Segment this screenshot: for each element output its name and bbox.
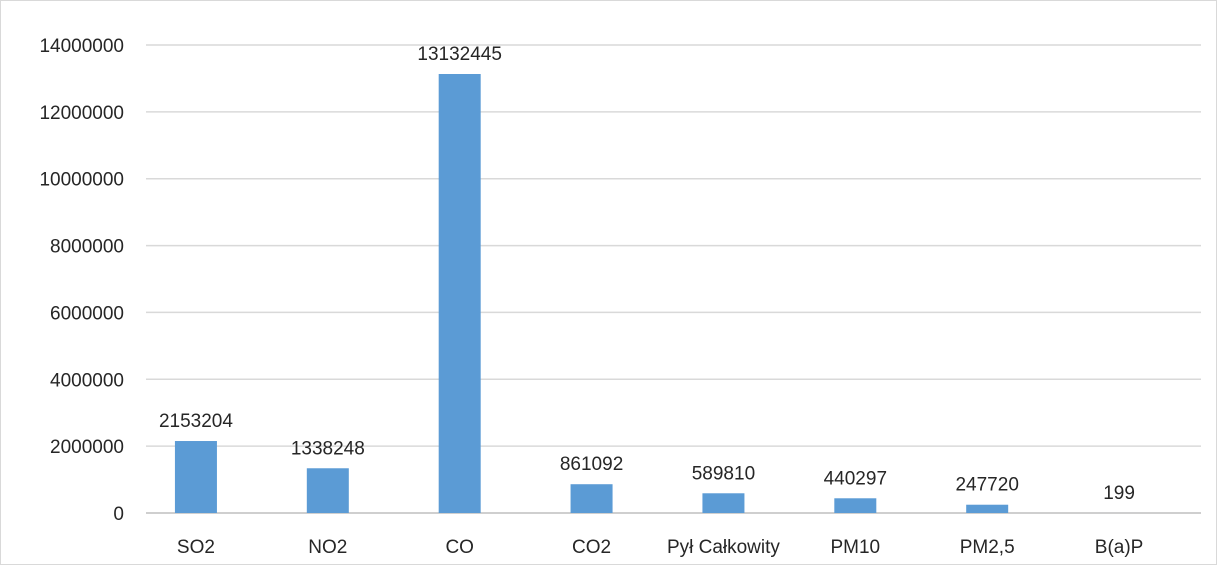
- bar: [307, 468, 349, 513]
- data-label: 861092: [560, 454, 623, 475]
- y-tick-label: 4000000: [50, 370, 124, 391]
- y-tick-label: 2000000: [50, 437, 124, 458]
- data-label: 199: [1103, 483, 1135, 504]
- x-tick-label: CO: [445, 537, 474, 558]
- y-tick-label: 8000000: [50, 237, 124, 258]
- x-tick-label: NO2: [308, 537, 347, 558]
- y-tick-label: 6000000: [50, 303, 124, 324]
- y-tick-label: 14000000: [39, 36, 124, 57]
- x-tick-label: SO2: [177, 537, 215, 558]
- bar: [702, 493, 744, 513]
- bar: [966, 505, 1008, 513]
- x-axis-tick-labels: SO2 NO2 CO CO2 Pył Całkowity PM10 PM2,5 B(a)P: [177, 537, 1143, 558]
- bar: [834, 498, 876, 513]
- data-label: 440297: [824, 468, 887, 489]
- x-tick-label: Pył Całkowity: [667, 537, 780, 558]
- bar: [175, 441, 217, 513]
- y-tick-label: 12000000: [39, 103, 124, 124]
- x-tick-label: PM2,5: [960, 537, 1015, 558]
- x-tick-label: PM10: [830, 537, 880, 558]
- data-labels: 2153204 1338248 13132445 861092 589810 440297…: [159, 44, 1135, 504]
- y-tick-label: 0: [113, 504, 124, 525]
- y-axis-tick-labels: 0 2000000 4000000 6000000 8000000 10000000 120…: [39, 36, 124, 525]
- bar: [439, 74, 481, 513]
- data-label: 589810: [692, 463, 755, 484]
- data-label: 13132445: [417, 44, 502, 65]
- data-label: 1338248: [291, 438, 365, 459]
- bar: [571, 484, 613, 513]
- data-label: 247720: [955, 475, 1018, 496]
- data-label: 2153204: [159, 411, 233, 432]
- x-tick-label: B(a)P: [1095, 537, 1144, 558]
- y-tick-label: 10000000: [39, 170, 124, 191]
- x-tick-label: CO2: [572, 537, 611, 558]
